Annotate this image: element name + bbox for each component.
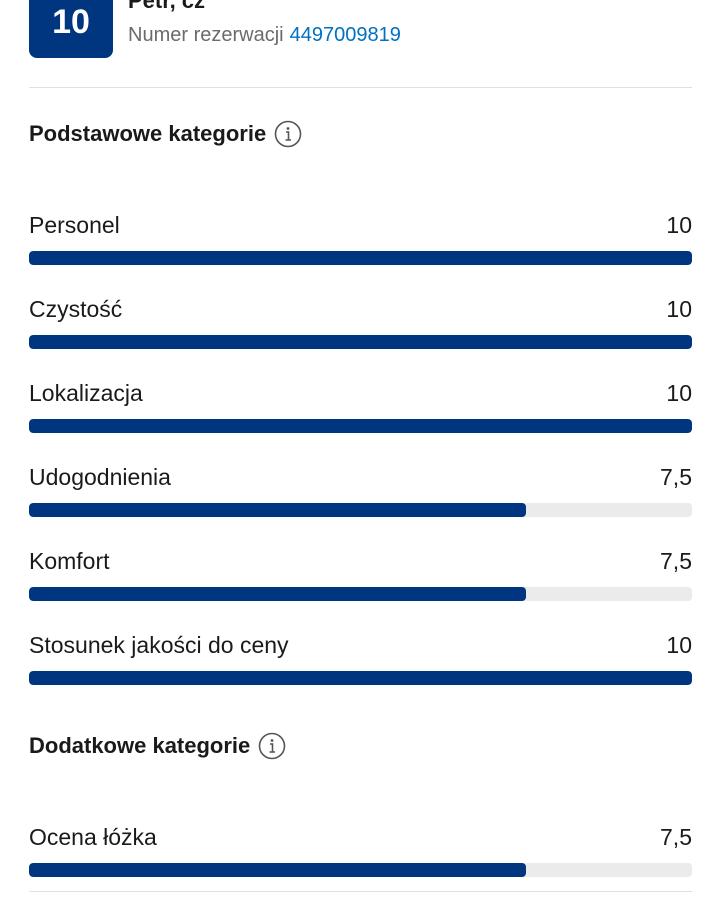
score-bar-track [29,419,692,433]
score-bar-fill [29,419,692,433]
booking-number-link[interactable]: 4497009819 [289,24,401,46]
score-bar-fill [29,251,692,265]
category-label: Komfort [29,548,110,574]
score-bar-track [29,671,692,685]
score-badge: 10 [29,0,113,58]
score-bar-track [29,503,692,517]
category-personel: Personel 10 [29,212,692,265]
category-udogodnienia: Udogodnienia 7,5 [29,464,692,517]
section-title: Podstawowe kategorie [29,121,267,146]
score-bar-track [29,251,692,265]
score-bar-track [29,587,692,601]
category-komfort: Komfort 7,5 [29,548,692,601]
divider [29,87,692,88]
score-bar-track [29,863,692,877]
extra-categories-heading: Dodatkowe kategorie [29,732,286,760]
category-label: Ocena łóżka [29,824,157,850]
booking-info: Numer rezerwacji 4497009819 [128,24,401,47]
category-lokalizacja: Lokalizacja 10 [29,380,692,433]
category-score: 7,5 [660,548,692,574]
score-bar-fill [29,335,692,349]
category-czystosc: Czystość 10 [29,296,692,349]
info-icon[interactable] [274,120,302,148]
score-bar-fill [29,863,527,877]
basic-categories-heading: Podstawowe kategorie [29,120,302,148]
review-header: 10 Petr, cz Numer rezerwacji 4497009819 [0,0,720,88]
info-icon[interactable] [258,732,286,760]
category-label: Personel [29,212,120,238]
score-bar-fill [29,587,527,601]
reviewer-name: Petr, cz [128,0,206,13]
section-title: Dodatkowe kategorie [29,733,251,758]
category-score: 10 [666,632,692,658]
score-bar-fill [29,671,692,685]
category-ocena-lozka: Ocena łóżka 7,5 [29,824,692,877]
category-score: 10 [666,296,692,322]
category-score: 10 [666,380,692,406]
category-stosunek-jakosci: Stosunek jakości do ceny 10 [29,632,692,685]
score-bar-fill [29,503,527,517]
category-score: 7,5 [660,464,692,490]
score-bar-track [29,335,692,349]
booking-label: Numer rezerwacji [128,24,284,46]
divider [29,891,692,892]
category-score: 7,5 [660,824,692,850]
category-label: Udogodnienia [29,464,171,490]
category-score: 10 [666,212,692,238]
category-label: Stosunek jakości do ceny [29,632,289,658]
category-label: Lokalizacja [29,380,143,406]
score-value: 10 [52,2,90,41]
category-label: Czystość [29,296,123,322]
